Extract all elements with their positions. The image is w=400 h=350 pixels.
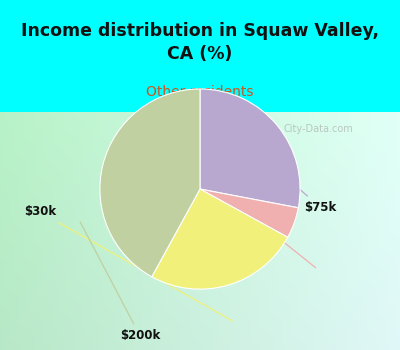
Text: $50k: $50k	[144, 136, 316, 268]
Text: Income distribution in Squaw Valley,
CA (%): Income distribution in Squaw Valley, CA …	[21, 22, 379, 63]
Text: City-Data.com: City-Data.com	[284, 124, 354, 134]
Wedge shape	[200, 189, 298, 237]
Text: $200k: $200k	[80, 222, 160, 342]
Text: Other residents: Other residents	[146, 85, 254, 99]
Text: $75k: $75k	[298, 188, 336, 214]
Wedge shape	[200, 89, 300, 208]
Wedge shape	[100, 89, 200, 277]
Wedge shape	[152, 189, 288, 289]
Text: $30k: $30k	[24, 205, 232, 321]
